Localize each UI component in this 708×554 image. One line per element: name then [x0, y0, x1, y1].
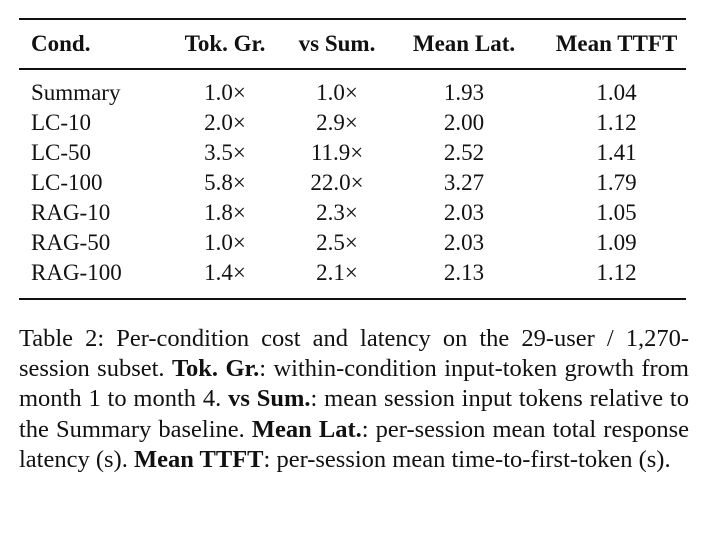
cell-cond: RAG-100 — [31, 259, 122, 285]
cell-cond: RAG-10 — [31, 199, 111, 225]
header-rule — [19, 68, 686, 70]
cell-mean-ttft: 1.09 — [596, 229, 637, 255]
cell-mean-lat: 2.00 — [443, 109, 485, 135]
results-table: Cond. Tok. Gr. vs Sum. Mean Lat. Mean TT… — [19, 18, 686, 300]
header-mean-lat: Mean Lat. — [412, 31, 516, 56]
caption-def-mean-ttft: : per-session mean time-to-first-token (… — [263, 445, 671, 473]
table-row: Summary 1.0× 1.0× 1.93 1.04 — [19, 78, 698, 108]
table-caption: Table 2: Per-condition cost and latency … — [19, 324, 689, 475]
table-body: Summary 1.0× 1.0× 1.93 1.04 LC-10 2.0× 2… — [19, 70, 698, 298]
cell-vs-sum: 2.9× — [316, 109, 358, 135]
cell-tok-gr: 1.4× — [204, 259, 246, 285]
cell-vs-sum: 2.3× — [316, 199, 358, 225]
cell-cond: LC-10 — [31, 109, 92, 135]
cell-vs-sum: 1.0× — [316, 79, 358, 105]
cell-cond: Summary — [31, 79, 121, 105]
table-row: LC-10 2.0× 2.9× 2.00 1.12 — [19, 108, 698, 138]
cell-tok-gr: 1.8× — [204, 199, 246, 225]
cell-mean-ttft: 1.41 — [596, 139, 637, 165]
cell-tok-gr: 1.0× — [204, 79, 246, 105]
cell-mean-ttft: 1.04 — [596, 79, 637, 105]
caption-term-vs-sum: vs Sum. — [228, 385, 311, 413]
cell-tok-gr: 2.0× — [204, 109, 246, 135]
cell-mean-ttft: 1.12 — [596, 259, 637, 285]
bottom-rule — [19, 297, 686, 300]
cell-cond: LC-100 — [31, 169, 103, 195]
cell-tok-gr: 1.0× — [204, 229, 246, 255]
table-row: RAG-50 1.0× 2.5× 2.03 1.09 — [19, 228, 698, 258]
cell-mean-lat: 2.13 — [443, 259, 485, 285]
caption-intro: Table 2: Per-condition cost and latency … — [19, 325, 689, 383]
caption-def-tok-gr: : within-condition input-token growth fr… — [19, 355, 689, 413]
caption-term-tok-gr: Tok. Gr. — [171, 355, 260, 383]
cell-tok-gr: 3.5× — [204, 139, 246, 165]
cell-mean-lat: 2.03 — [443, 199, 485, 225]
caption-term-mean-ttft: Mean TTFT — [133, 445, 264, 473]
table-row: RAG-10 1.8× 2.3× 2.03 1.05 — [19, 198, 698, 228]
cell-vs-sum: 22.0× — [310, 169, 364, 195]
cell-mean-ttft: 1.12 — [596, 109, 637, 135]
cell-mean-lat: 1.93 — [443, 79, 485, 105]
cell-vs-sum: 11.9× — [310, 139, 364, 165]
table-grid: Cond. Tok. Gr. vs Sum. Mean Lat. Mean TT… — [19, 20, 698, 68]
table-row: LC-50 3.5× 11.9× 2.52 1.41 — [19, 138, 698, 168]
table-header-row: Cond. Tok. Gr. vs Sum. Mean Lat. Mean TT… — [19, 20, 698, 68]
top-rule — [19, 18, 686, 20]
table-row: RAG-100 1.4× 2.1× 2.13 1.12 — [19, 258, 698, 288]
cell-cond: RAG-50 — [31, 229, 111, 255]
table-row: LC-100 5.8× 22.0× 3.27 1.79 — [19, 168, 698, 198]
cell-mean-ttft: 1.05 — [596, 199, 637, 225]
header-cond: Cond. — [31, 31, 91, 56]
cell-tok-gr: 5.8× — [204, 169, 246, 195]
header-mean-ttft: Mean TTFT — [555, 31, 678, 56]
caption-def-mean-lat: : per-session mean total response latenc… — [19, 415, 690, 473]
cell-vs-sum: 2.1× — [316, 259, 358, 285]
cell-vs-sum: 2.5× — [316, 229, 358, 255]
cell-cond: LC-50 — [31, 139, 92, 165]
caption-def-vs-sum: : mean session input tokens relative to … — [19, 385, 689, 443]
cell-mean-lat: 2.03 — [443, 229, 485, 255]
cell-mean-ttft: 1.79 — [596, 169, 637, 195]
cell-mean-lat: 2.52 — [443, 139, 485, 165]
header-tok-gr: Tok. Gr. — [184, 31, 266, 56]
cell-mean-lat: 3.27 — [443, 169, 485, 195]
header-vs-sum: vs Sum. — [298, 31, 376, 56]
caption-term-mean-lat: Mean Lat. — [251, 415, 362, 443]
